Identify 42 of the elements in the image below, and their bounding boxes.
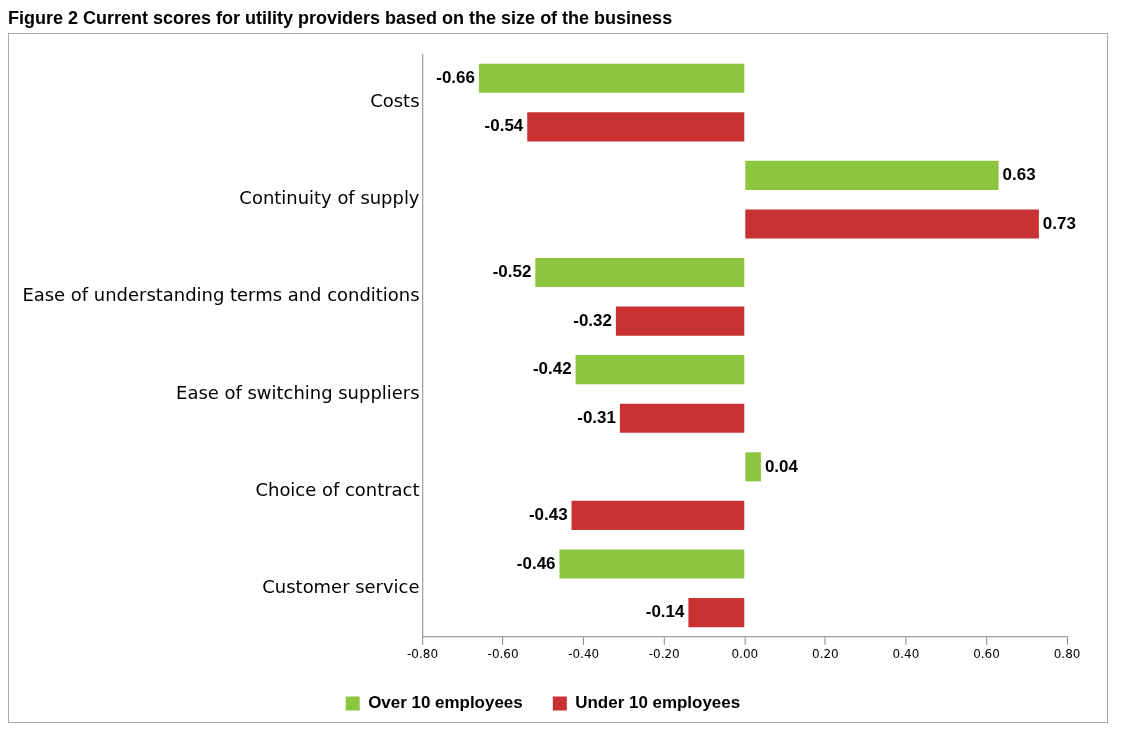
x-tick-label: -0.80 [407,647,438,662]
bar [745,452,761,482]
data-label: 0.63 [1002,165,1036,185]
data-label: -0.54 [484,116,524,136]
x-tick-label: 0.00 [731,647,759,662]
y-tick-label: Ease of understanding terms and conditions [22,284,420,306]
bar [535,257,745,288]
y-tick-label: Choice of contract [255,478,420,500]
y-tick-label: Costs [370,90,420,112]
legend-label: Over 10 employees [368,693,523,713]
y-tick-label: Ease of switching suppliers [176,381,420,403]
data-label: -0.14 [645,602,685,622]
data-label: -0.46 [516,553,556,573]
bar [559,549,745,579]
data-label: -0.52 [492,262,532,282]
bar [478,63,745,93]
data-label: -0.31 [577,407,616,427]
data-label: -0.42 [532,359,572,379]
bar [571,500,745,530]
x-tick-label: -0.40 [568,647,600,662]
x-tick-label: 0.80 [1053,647,1081,662]
y-tick-label: Continuity of supply [239,187,420,209]
x-tick-label: 0.20 [812,647,839,662]
bar [745,209,1039,239]
data-label: -0.43 [528,505,568,525]
y-tick-label: Customer service [262,575,420,597]
data-label: -0.66 [436,67,475,87]
bar [527,112,745,142]
bar [575,355,745,385]
bar [745,160,999,190]
data-label: -0.32 [573,310,612,330]
chart-title: Figure 2 Current scores for utility providers based on the size of the business [8,8,674,29]
bar [619,403,745,433]
x-tick-label: -0.60 [487,647,519,662]
x-tick-label: 0.60 [973,647,1000,662]
bar [688,597,745,628]
legend-label: Under 10 employees [575,693,741,713]
data-label: 0.73 [1042,213,1076,233]
bar [615,306,745,336]
x-tick-label: 0.40 [892,647,920,662]
x-tick-label: -0.20 [648,647,680,662]
data-label: 0.04 [764,456,799,476]
